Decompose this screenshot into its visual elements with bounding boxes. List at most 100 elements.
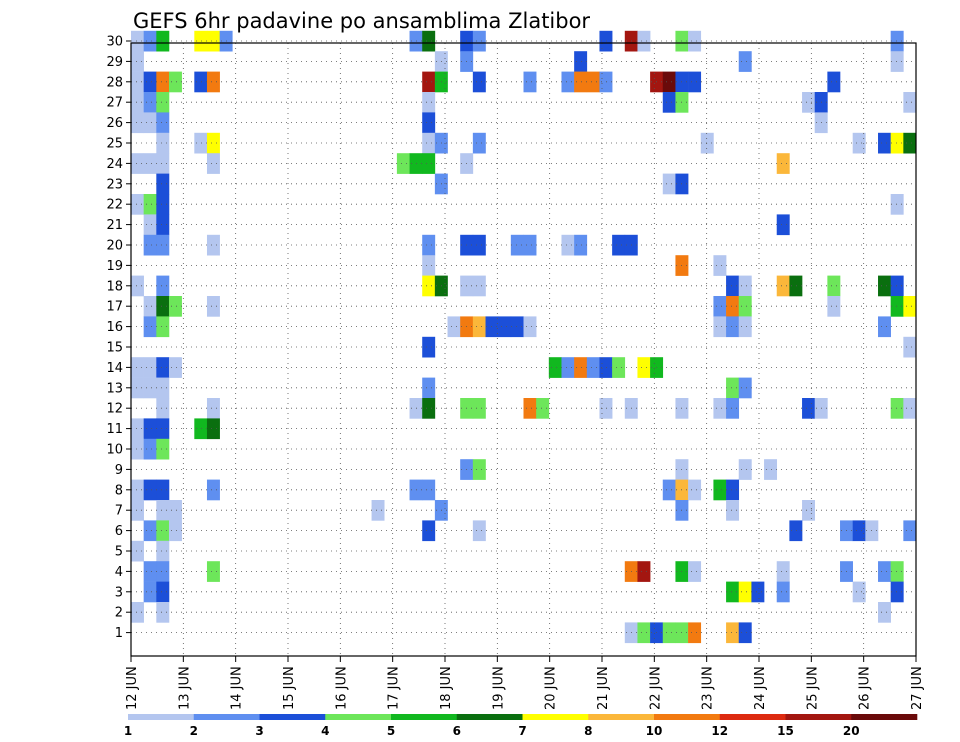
legend-label: 4 (321, 724, 329, 738)
heatmap-cell (422, 377, 436, 399)
heatmap-cell (131, 357, 144, 378)
heatmap-cell (523, 234, 537, 256)
heatmap-cell (206, 561, 220, 582)
legend-label: 20 (843, 724, 860, 738)
heatmap-cell (498, 316, 512, 338)
y-tick-label: 3 (115, 585, 123, 600)
heatmap-cell (194, 30, 208, 52)
heatmap-cell (168, 296, 182, 317)
y-tick-label: 29 (106, 55, 123, 70)
heatmap-cell (713, 479, 727, 501)
heatmap-cell (890, 51, 904, 72)
heatmap-cell (738, 622, 752, 644)
y-tick-label: 2 (115, 606, 123, 621)
y-tick-label: 12 (106, 402, 123, 417)
heatmap-cell (612, 234, 626, 256)
heatmap-cell (422, 71, 436, 93)
heatmap-cell (143, 561, 157, 582)
x-tick-label: 15 JUN (282, 666, 297, 710)
heatmap-cell (422, 92, 436, 113)
heatmap-cell (143, 438, 157, 460)
x-tick-label: 27 JUN (910, 666, 925, 710)
heatmap-cell (738, 459, 752, 480)
heatmap-cell (878, 275, 891, 297)
heatmap-cell (131, 71, 144, 93)
heatmap-cell (726, 500, 740, 521)
y-tick-label: 14 (106, 361, 123, 376)
heatmap-cell (637, 30, 651, 52)
y-axis: 1234567891011121314151617181920212223242… (106, 35, 131, 641)
heatmap-cell (688, 622, 702, 644)
legend-swatch (128, 714, 195, 720)
heatmap-cell (143, 71, 157, 93)
heatmap-cell (131, 275, 144, 297)
heatmap-cell (206, 479, 220, 501)
heatmap-cell (726, 296, 740, 317)
heatmap-cell (903, 398, 917, 419)
heatmap-cell (143, 357, 157, 378)
heatmap-cell (422, 112, 436, 134)
heatmap-cell (726, 581, 740, 603)
heatmap-cell (890, 581, 904, 603)
legend-label: 1 (124, 724, 132, 738)
heatmap-cell (168, 500, 182, 521)
heatmap-cell (156, 520, 170, 542)
grid-layer (130, 40, 917, 656)
heatmap-cell (422, 30, 436, 52)
legend-label: 7 (518, 724, 526, 738)
heatmap-cell (738, 581, 752, 603)
heatmap-cell (878, 561, 891, 582)
legend-swatch (522, 714, 589, 720)
heatmap-cell (131, 418, 144, 440)
heatmap-cell (194, 418, 208, 440)
legend-swatch (391, 714, 458, 720)
legend-swatch (851, 714, 918, 720)
y-tick-label: 8 (115, 483, 123, 498)
legend-swatch (193, 714, 260, 720)
heatmap-cell (143, 479, 157, 501)
heatmap-cell (903, 520, 917, 542)
heatmap-cell (131, 479, 144, 501)
heatmap-cell (472, 234, 486, 256)
heatmap-cell (903, 296, 917, 317)
heatmap-cell (131, 30, 144, 52)
heatmap-cell (688, 479, 702, 501)
heatmap-cell (206, 30, 220, 52)
heatmap-cell (472, 316, 486, 338)
y-tick-label: 10 (106, 443, 123, 458)
heatmap-cell (156, 132, 170, 154)
heatmap-cell (700, 132, 714, 154)
y-tick-label: 27 (106, 96, 123, 111)
heatmap-cell (561, 71, 575, 93)
heatmap-cell (890, 561, 904, 582)
y-tick-label: 6 (115, 524, 123, 539)
heatmap-cell (637, 357, 651, 378)
heatmap-cell (890, 398, 904, 419)
y-tick-label: 15 (106, 341, 123, 356)
heatmap-cell (890, 132, 904, 154)
heatmap-cell (206, 132, 220, 154)
heatmap-cell (131, 602, 144, 623)
heatmap-cell (156, 398, 170, 419)
heatmap-cell (168, 520, 182, 542)
heatmap-cell (561, 234, 575, 256)
legend-label: 15 (777, 724, 794, 738)
heatmap-cell (586, 357, 600, 378)
heatmap-cell (143, 316, 157, 338)
heatmap-cell (422, 520, 436, 542)
color-legend: 1 2 3 4 5 6 7 8 10 12 15 20 (124, 714, 918, 738)
heatmap-cell (890, 194, 904, 215)
y-tick-label: 5 (115, 545, 123, 560)
heatmap-cell (156, 357, 170, 378)
x-tick-label: 26 JUN (858, 666, 873, 710)
heatmap-cell (738, 316, 752, 338)
heatmap-cell (599, 30, 613, 52)
heatmap-cell (131, 377, 144, 399)
heatmap-cell (422, 398, 436, 419)
heatmap-cell (637, 622, 651, 644)
legend-label: 2 (190, 724, 198, 738)
legend-swatch (456, 714, 523, 720)
heatmap-cell (903, 132, 917, 154)
heatmap-cell (143, 377, 157, 399)
heatmap-cell (548, 357, 562, 378)
